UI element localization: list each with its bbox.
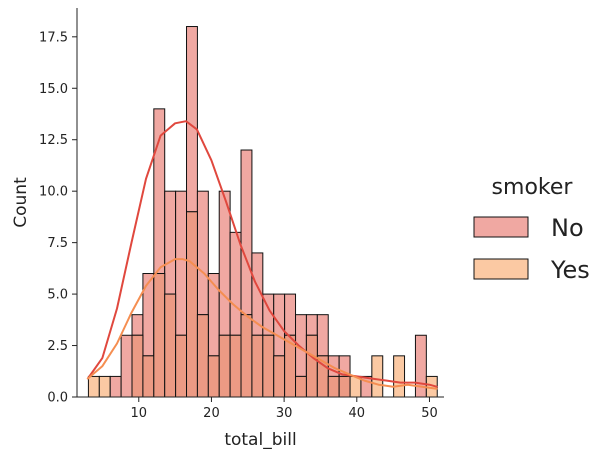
bar-overlap-7 bbox=[164, 293, 177, 398]
bar-no-7 bbox=[164, 190, 177, 295]
legend-swatch-yes bbox=[473, 258, 529, 280]
bar-overlap-19 bbox=[295, 375, 307, 398]
bar-overlap-5 bbox=[142, 355, 155, 398]
bar-no-14 bbox=[240, 149, 253, 316]
x-tick-label: 50 bbox=[421, 406, 438, 421]
bar-no-10 bbox=[196, 190, 209, 316]
y-tick-label: 7.5 bbox=[47, 236, 68, 251]
bar-no-8 bbox=[175, 190, 188, 336]
y-tick-label: 15.0 bbox=[39, 82, 68, 97]
x-tick-label: 30 bbox=[276, 406, 293, 421]
bar-no-13 bbox=[229, 231, 242, 336]
y-tick-label: 12.5 bbox=[39, 133, 68, 148]
bar-no-9 bbox=[186, 26, 198, 213]
bar-overlap-12 bbox=[218, 334, 231, 398]
bar-overlap-11 bbox=[207, 355, 220, 398]
x-axis-ticks: 10 20 30 40 50 bbox=[130, 397, 438, 421]
bar-overlap-14 bbox=[240, 314, 253, 398]
bar-no-18 bbox=[284, 293, 297, 336]
bar-yes-1 bbox=[98, 375, 111, 398]
legend: smoker No Yes bbox=[473, 175, 590, 284]
kde-line-no bbox=[86, 120, 438, 388]
bar-overlap-22 bbox=[327, 375, 340, 398]
x-tick-label: 40 bbox=[349, 406, 366, 421]
legend-entries: No Yes bbox=[473, 214, 590, 284]
bar-overlap-17 bbox=[273, 355, 286, 398]
bar-overlap-23 bbox=[338, 375, 351, 398]
bar-no-5 bbox=[142, 273, 155, 357]
bar-no-2 bbox=[109, 375, 122, 398]
bar-no-21 bbox=[316, 314, 329, 357]
y-axis-ticks: 0.0 2.5 5.0 7.5 10.0 12.5 15.0 17.5 bbox=[39, 30, 77, 406]
bar-no-3 bbox=[120, 334, 133, 398]
bars-layer bbox=[87, 26, 438, 398]
y-tick-label: 0.0 bbox=[47, 391, 68, 406]
bar-overlap-9 bbox=[186, 211, 198, 398]
bar-overlap-8 bbox=[175, 334, 188, 398]
bar-no-20 bbox=[305, 314, 318, 336]
bar-yes-28 bbox=[393, 355, 406, 398]
y-tick-label: 2.5 bbox=[47, 339, 68, 354]
bar-overlap-13 bbox=[229, 334, 242, 398]
kde-line-yes bbox=[86, 258, 438, 390]
plot-area bbox=[86, 26, 438, 398]
y-axis-title: Count bbox=[11, 177, 31, 228]
y-tick-label: 10.0 bbox=[39, 185, 68, 200]
legend-label-no: No bbox=[551, 214, 584, 242]
bar-overlap-4 bbox=[131, 334, 144, 398]
bar-overlap-20 bbox=[305, 334, 318, 398]
x-axis-title: total_bill bbox=[224, 430, 296, 450]
bar-no-4 bbox=[131, 314, 144, 336]
bar-overlap-16 bbox=[262, 334, 275, 398]
bar-yes-0 bbox=[87, 375, 100, 398]
legend-swatch-no bbox=[473, 216, 529, 238]
bar-overlap-15 bbox=[251, 334, 264, 398]
y-tick-label: 5.0 bbox=[47, 288, 68, 303]
legend-label-yes: Yes bbox=[550, 256, 590, 284]
y-tick-label: 17.5 bbox=[39, 30, 68, 45]
x-tick-label: 20 bbox=[203, 406, 220, 421]
bar-no-19 bbox=[295, 314, 307, 377]
x-tick-label: 10 bbox=[130, 406, 147, 421]
kde-layer bbox=[86, 120, 438, 390]
bar-overlap-6 bbox=[153, 273, 166, 398]
legend-title: smoker bbox=[492, 175, 574, 200]
bar-overlap-10 bbox=[196, 314, 209, 398]
bar-yes-26 bbox=[371, 355, 384, 398]
bar-no-12 bbox=[218, 190, 231, 336]
